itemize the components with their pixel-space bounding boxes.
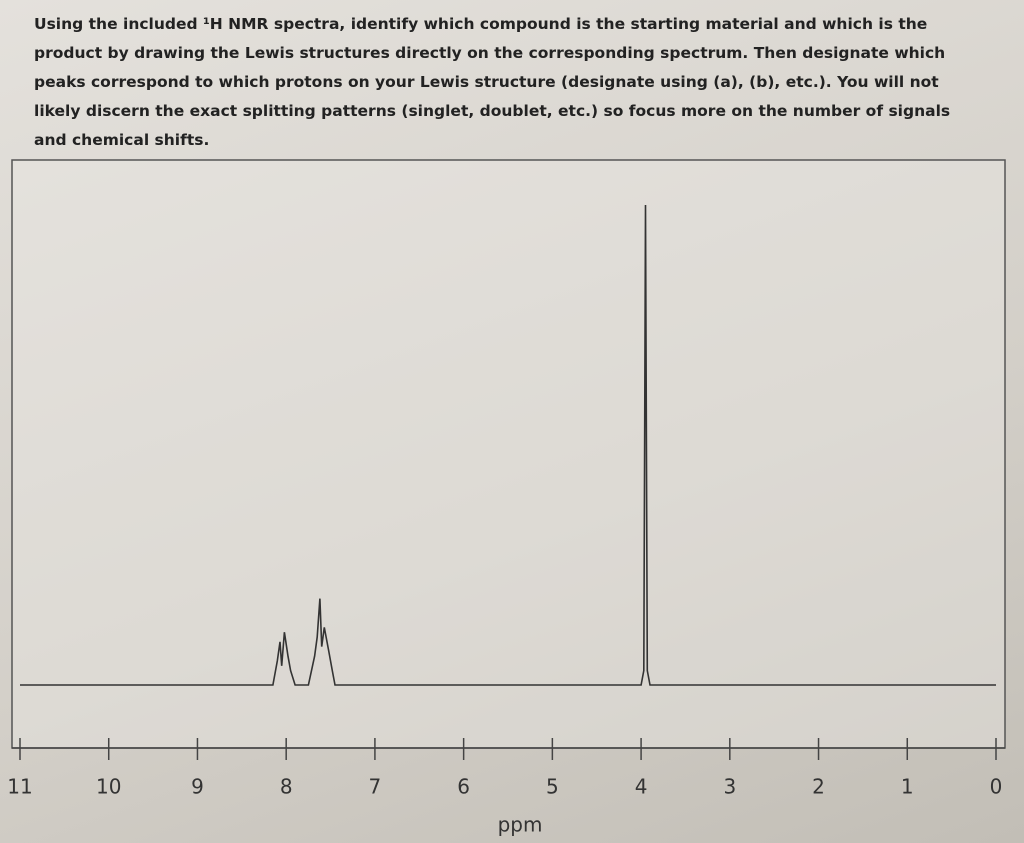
x-tick-label: 4 — [635, 775, 648, 799]
x-axis-label: ppm — [498, 813, 543, 837]
x-tick-label: 3 — [723, 775, 736, 799]
instruction-line: likely discern the exact splitting patte… — [34, 102, 951, 120]
x-tick-label: 11 — [7, 775, 32, 799]
x-tick-label: 7 — [369, 775, 382, 799]
instruction-line: product by drawing the Lewis structures … — [34, 44, 946, 62]
plot-frame — [11, 159, 1006, 749]
x-tick-label: 0 — [990, 775, 1003, 799]
instruction-line: Using the included ¹H NMR spectra, ident… — [34, 15, 928, 33]
instruction-line: peaks correspond to which protons on you… — [34, 73, 939, 91]
x-tick-label: 10 — [96, 775, 121, 799]
x-tick-label: 9 — [191, 775, 204, 799]
x-tick-label: 8 — [280, 775, 293, 799]
instruction-line: and chemical shifts. — [34, 131, 210, 149]
x-tick-label: 1 — [901, 775, 914, 799]
x-tick-label: 5 — [546, 775, 559, 799]
spectrum-trace — [20, 204, 996, 686]
instructions: Using the included ¹H NMR spectra, ident… — [34, 10, 1004, 155]
x-tick-label: 2 — [812, 775, 825, 799]
x-tick-label: 6 — [457, 775, 470, 799]
